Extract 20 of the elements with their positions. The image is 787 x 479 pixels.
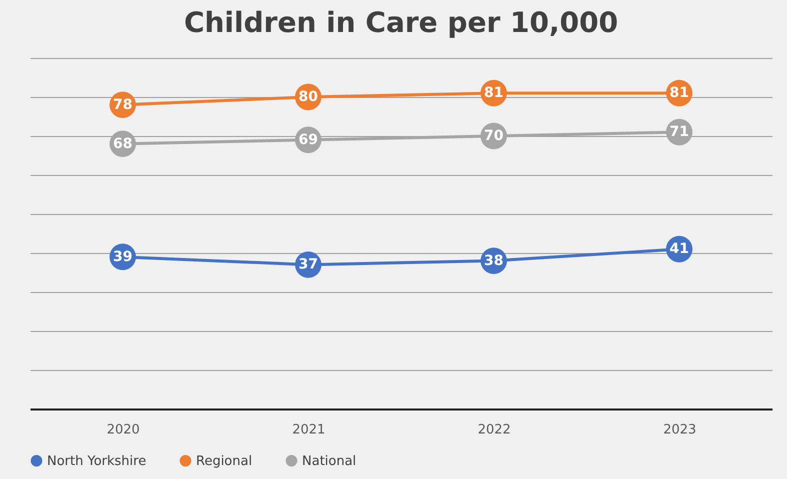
- data-label: 41: [670, 241, 689, 258]
- data-label: 78: [113, 96, 132, 113]
- data-label: 80: [298, 89, 318, 105]
- legend-label: North Yorkshire: [47, 454, 146, 469]
- data-label: 71: [670, 124, 689, 140]
- x-tick-label: 2020: [106, 422, 140, 438]
- data-label: 69: [298, 132, 318, 148]
- data-label: 39: [113, 248, 132, 265]
- data-label: 81: [484, 85, 504, 102]
- legend-label: National: [302, 454, 356, 469]
- data-label: 38: [484, 252, 504, 269]
- data-label: 81: [670, 85, 689, 102]
- data-label: 37: [298, 256, 318, 273]
- chart-title: Children in Care per 10,000: [184, 6, 618, 39]
- x-tick-label: 2023: [663, 422, 696, 438]
- legend-label: Regional: [196, 454, 252, 469]
- data-label: 70: [484, 128, 504, 144]
- x-tick-label: 2022: [478, 422, 511, 438]
- data-label: 68: [113, 136, 132, 152]
- x-tick-label: 2021: [292, 422, 326, 438]
